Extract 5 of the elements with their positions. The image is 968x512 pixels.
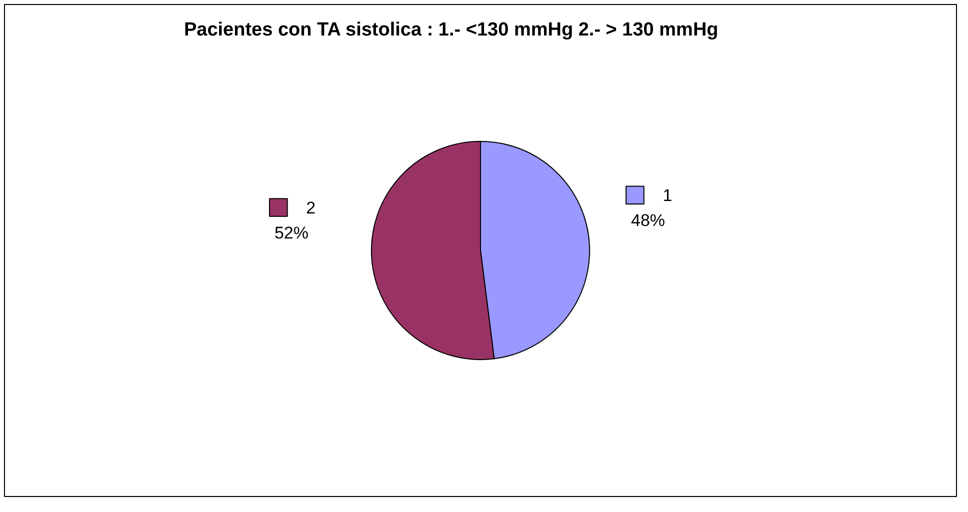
data-label: 52% <box>274 224 308 243</box>
legend-label: 1 <box>662 186 672 206</box>
chart-title: Pacientes con TA sistolica : 1.- <130 mmHg 2.- > 130 mmHg <box>184 20 718 41</box>
data-label: 48% <box>631 211 666 230</box>
legend-label: 2 <box>306 198 316 218</box>
